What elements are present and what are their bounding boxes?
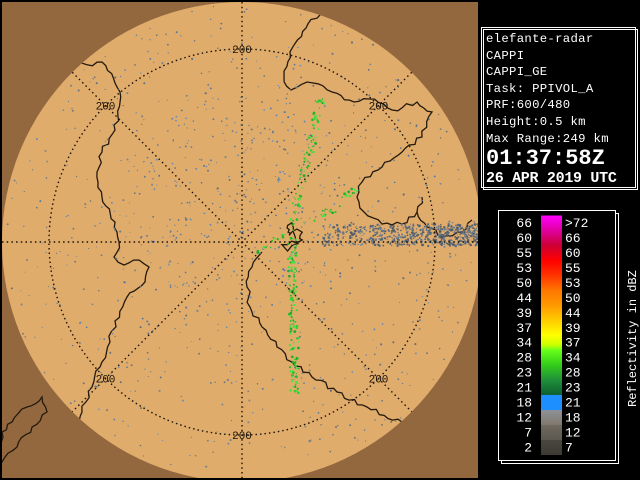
svg-text:200: 200	[369, 102, 389, 114]
svg-text:37: 37	[565, 336, 581, 351]
svg-text:53: 53	[516, 261, 532, 276]
svg-text:66: 66	[516, 216, 532, 231]
svg-text:50: 50	[516, 276, 532, 291]
svg-text:200: 200	[96, 102, 116, 114]
svg-text:28: 28	[516, 351, 532, 366]
svg-text:200: 200	[232, 431, 252, 443]
svg-text:50: 50	[565, 291, 581, 306]
svg-text:28: 28	[565, 366, 581, 381]
svg-text:18: 18	[565, 411, 581, 426]
svg-text:12: 12	[565, 426, 581, 441]
svg-text:>72: >72	[565, 216, 588, 231]
svg-text:7: 7	[524, 426, 532, 441]
svg-text:200: 200	[369, 375, 389, 387]
svg-text:44: 44	[565, 306, 581, 321]
svg-text:18: 18	[516, 396, 532, 411]
svg-text:23: 23	[516, 366, 532, 381]
svg-text:60: 60	[565, 246, 581, 261]
svg-text:44: 44	[516, 291, 532, 306]
svg-text:34: 34	[516, 336, 532, 351]
svg-text:23: 23	[565, 381, 581, 396]
svg-text:66: 66	[565, 231, 581, 246]
svg-text:53: 53	[565, 276, 581, 291]
svg-text:39: 39	[516, 306, 532, 321]
svg-text:200: 200	[232, 45, 252, 57]
svg-text:37: 37	[516, 321, 532, 336]
svg-text:55: 55	[516, 246, 532, 261]
svg-text:39: 39	[565, 321, 581, 336]
svg-text:34: 34	[565, 351, 581, 366]
svg-text:12: 12	[516, 411, 532, 426]
svg-text:21: 21	[565, 396, 581, 411]
svg-text:200: 200	[96, 375, 116, 387]
svg-text:21: 21	[516, 381, 532, 396]
svg-text:2: 2	[524, 441, 532, 456]
svg-text:60: 60	[516, 231, 532, 246]
svg-text:7: 7	[565, 441, 573, 456]
svg-text:55: 55	[565, 261, 581, 276]
